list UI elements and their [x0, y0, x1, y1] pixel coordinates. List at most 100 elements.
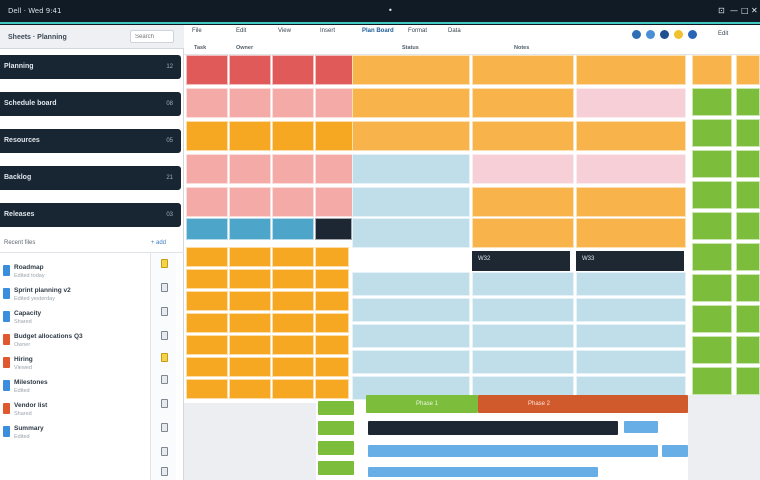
menu-file[interactable]: File: [192, 28, 202, 34]
list-item[interactable]: Vendor list Shared: [0, 399, 150, 421]
grid-cell[interactable]: [229, 357, 271, 377]
grid-cell[interactable]: [315, 291, 349, 311]
note-icon[interactable]: [161, 259, 168, 268]
grid-cell[interactable]: [272, 218, 314, 240]
grid-cell[interactable]: [736, 119, 760, 147]
grid-cell[interactable]: [272, 88, 314, 118]
gantt-tag[interactable]: [318, 401, 354, 415]
grid-cell[interactable]: [186, 269, 228, 289]
grid-cell[interactable]: [736, 150, 760, 178]
grid-cell[interactable]: [315, 88, 357, 118]
grid-cell[interactable]: [229, 55, 271, 85]
menu-view[interactable]: View: [278, 28, 291, 34]
grid-cell[interactable]: [186, 218, 228, 240]
settings-icon[interactable]: [161, 467, 168, 476]
gantt-tag[interactable]: [318, 421, 354, 435]
grid-cell[interactable]: [692, 119, 732, 147]
grid-cell[interactable]: [272, 121, 314, 151]
grid-cell[interactable]: [229, 218, 271, 240]
grid-cell[interactable]: [472, 187, 574, 217]
sidebar-search-input[interactable]: [130, 30, 174, 43]
grid-cell[interactable]: [472, 324, 574, 348]
gantt-tag[interactable]: [318, 461, 354, 475]
grid-cell[interactable]: [229, 187, 271, 217]
sidebar-item-resources[interactable]: Resources 05: [0, 129, 181, 153]
share-icon[interactable]: [660, 30, 669, 39]
grid-cell[interactable]: [692, 55, 732, 85]
gantt-header-phase-2[interactable]: [478, 395, 688, 413]
grid-cell[interactable]: [186, 154, 228, 184]
grid-cell[interactable]: [186, 55, 228, 85]
grid-cell[interactable]: [472, 272, 574, 296]
list-item[interactable]: Capacity Shared: [0, 307, 150, 329]
grid-cell[interactable]: [692, 181, 732, 209]
grid-cell[interactable]: [315, 247, 349, 267]
grid-cell[interactable]: [692, 305, 732, 333]
grid-cell[interactable]: [272, 269, 314, 289]
grid-cell[interactable]: [736, 305, 760, 333]
grid-cell[interactable]: [352, 154, 470, 184]
grid-cell[interactable]: [692, 274, 732, 302]
grid-cell[interactable]: [736, 336, 760, 364]
globe-icon[interactable]: [632, 30, 641, 39]
grid-cell[interactable]: [352, 324, 470, 348]
grid-cell[interactable]: [736, 181, 760, 209]
grid-cell[interactable]: [472, 121, 574, 151]
grid-cell[interactable]: [229, 269, 271, 289]
grid-cell[interactable]: [186, 187, 228, 217]
grid-cell[interactable]: [576, 324, 686, 348]
maximize-icon[interactable]: □: [741, 6, 749, 15]
cloud-icon[interactable]: [646, 30, 655, 39]
list-item[interactable]: Roadmap Edited today: [0, 261, 150, 283]
list-item[interactable]: Sprint planning v2 Edited yesterday: [0, 284, 150, 306]
grid-cell[interactable]: [692, 336, 732, 364]
grid-cell[interactable]: [472, 350, 574, 374]
copy-icon[interactable]: [161, 307, 168, 316]
list-item[interactable]: Hiring Viewed: [0, 353, 150, 375]
grid-cell[interactable]: [576, 88, 686, 118]
gantt-bar[interactable]: [368, 445, 658, 457]
grid-cell[interactable]: [736, 55, 760, 85]
gantt-bar[interactable]: [624, 421, 658, 433]
grid-cell[interactable]: [315, 379, 349, 399]
grid-cell[interactable]: [472, 154, 574, 184]
grid-cell[interactable]: [692, 367, 732, 395]
grid-cell[interactable]: [272, 379, 314, 399]
print-icon[interactable]: [161, 375, 168, 384]
grid-cell[interactable]: [352, 88, 470, 118]
grid-cell[interactable]: [229, 335, 271, 355]
grid-cell[interactable]: [472, 218, 574, 248]
archive-icon[interactable]: [161, 447, 168, 456]
grid-cell[interactable]: [576, 121, 686, 151]
grid-cell[interactable]: [229, 291, 271, 311]
menu-data[interactable]: Data: [448, 28, 461, 34]
list-item[interactable]: Budget allocations Q3 Owner: [0, 330, 150, 352]
grid-cell[interactable]: [229, 379, 271, 399]
grid-cell[interactable]: [186, 379, 228, 399]
grid-cell[interactable]: [186, 121, 228, 151]
download-icon[interactable]: [161, 399, 168, 408]
grid-cell[interactable]: [472, 298, 574, 322]
grid-cell[interactable]: [315, 313, 349, 333]
sidebar-item-releases[interactable]: Releases 03: [0, 203, 181, 227]
grid-cell[interactable]: [576, 298, 686, 322]
grid-cell[interactable]: [352, 272, 470, 296]
grid-cell[interactable]: [736, 367, 760, 395]
grid-cell[interactable]: [736, 274, 760, 302]
header-action-label[interactable]: Edit: [718, 31, 729, 37]
grid-cell[interactable]: [315, 187, 357, 217]
grid-cell[interactable]: [272, 357, 314, 377]
grid-cell[interactable]: [186, 88, 228, 118]
calendar-icon[interactable]: [161, 283, 168, 292]
grid-cell[interactable]: [576, 154, 686, 184]
gantt-bar-dark[interactable]: [368, 421, 618, 435]
grid-cell[interactable]: [352, 298, 470, 322]
menu-edit[interactable]: Edit: [236, 28, 247, 34]
grid-cell[interactable]: [315, 154, 357, 184]
grid-cell[interactable]: [229, 154, 271, 184]
grid-cell-dark[interactable]: [315, 218, 352, 240]
document-icon[interactable]: [161, 331, 168, 340]
grid-cell[interactable]: [315, 55, 357, 85]
export-icon[interactable]: [161, 423, 168, 432]
grid-cell[interactable]: [352, 55, 470, 85]
